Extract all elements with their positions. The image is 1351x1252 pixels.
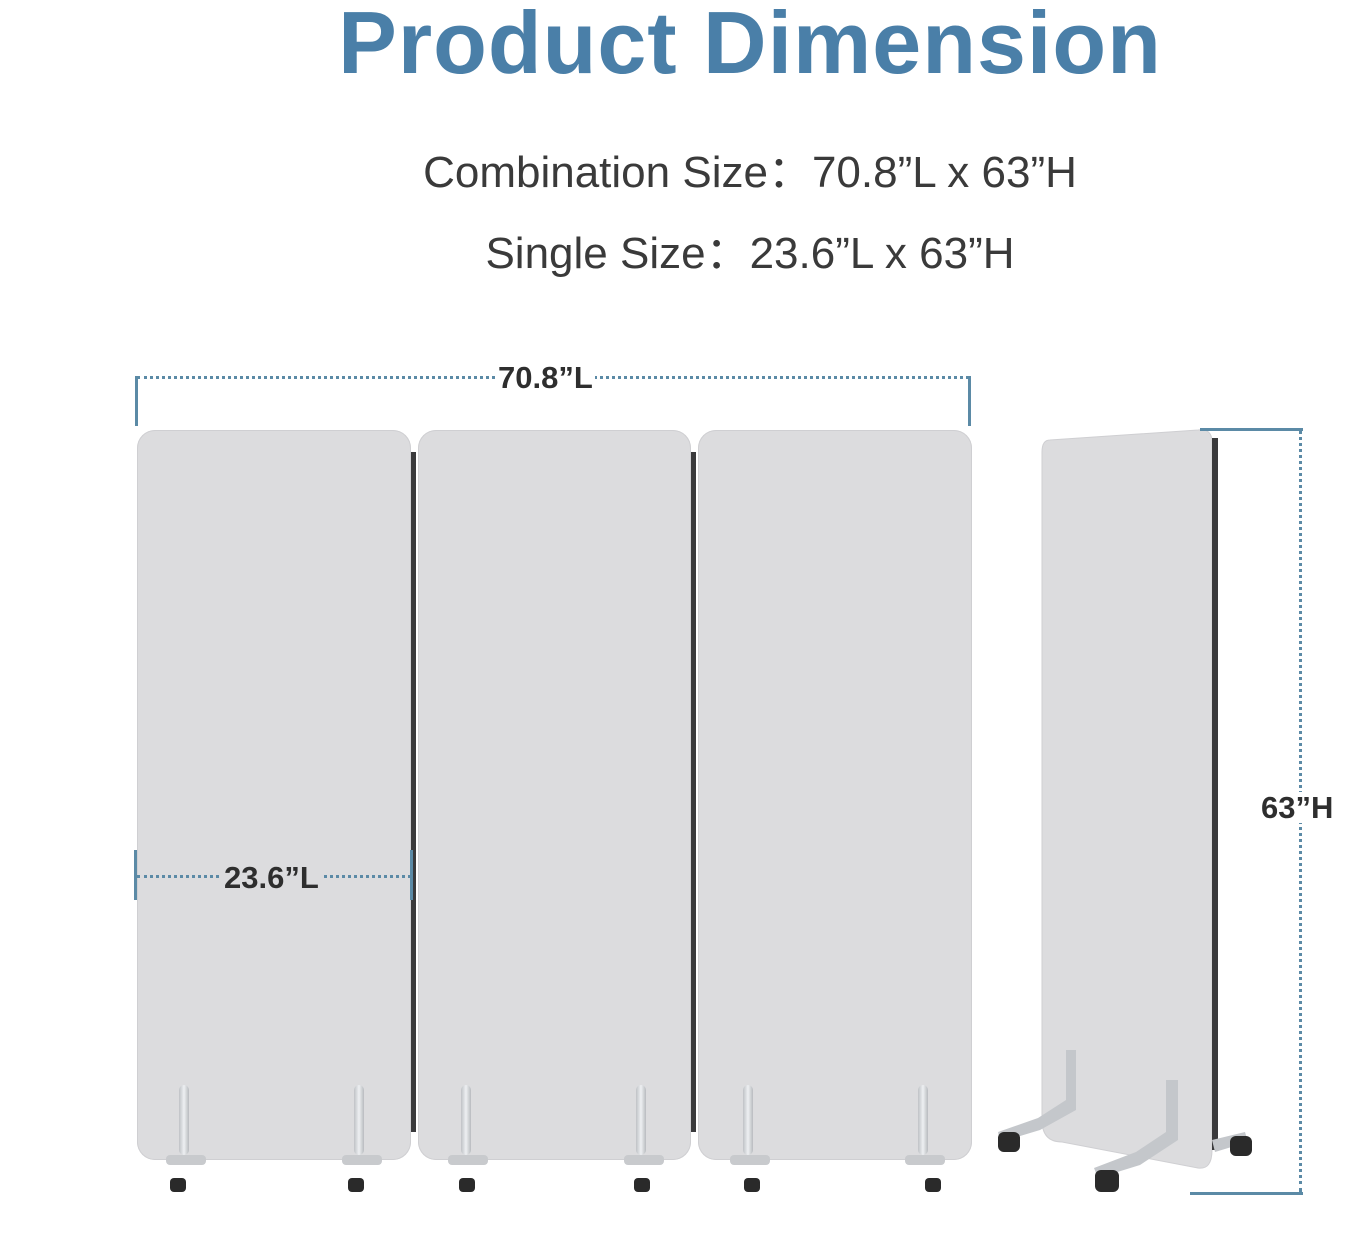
single-tick-right <box>410 850 413 900</box>
hinge-1 <box>411 452 416 1132</box>
single-panel-edge <box>1212 438 1218 1150</box>
caster-wheel <box>998 1132 1020 1152</box>
foot <box>905 1155 945 1165</box>
length-tick-right <box>968 376 971 426</box>
caster-wheel <box>459 1178 475 1192</box>
leg <box>743 1085 753 1155</box>
leg <box>636 1085 646 1155</box>
foot <box>166 1155 206 1165</box>
divider-panel-3 <box>698 430 972 1160</box>
total-length-label: 70.8”L <box>496 360 595 395</box>
single-panel-face <box>1041 429 1213 1169</box>
caster-wheel <box>1230 1136 1252 1156</box>
foot <box>730 1155 770 1165</box>
foot <box>448 1155 488 1165</box>
leg <box>354 1085 364 1155</box>
divider-panel-1 <box>137 430 411 1160</box>
caster-wheel <box>744 1178 760 1192</box>
foot <box>624 1155 664 1165</box>
caster-wheel <box>348 1178 364 1192</box>
hinge-2 <box>691 452 696 1132</box>
single-panel-side-view <box>998 429 1252 1192</box>
single-length-label: 23.6”L <box>222 860 321 895</box>
leg <box>918 1085 928 1155</box>
leg <box>179 1085 189 1155</box>
caster-wheel <box>925 1178 941 1192</box>
side-leg-front <box>1094 1080 1178 1178</box>
caster-wheel <box>1095 1170 1119 1192</box>
height-label: 63”H <box>1259 790 1336 825</box>
caster-wheel <box>170 1178 186 1192</box>
single-size-text: Single Size：23.6”L x 63”H <box>485 229 1015 278</box>
divider-panel-2 <box>418 430 691 1160</box>
caster-wheel <box>634 1178 650 1192</box>
single-tick-left <box>134 850 137 900</box>
page-title: Product Dimension <box>338 0 1162 92</box>
combination-size-text: Combination Size：70.8”L x 63”H <box>423 148 1077 197</box>
leg <box>461 1085 471 1155</box>
foot <box>342 1155 382 1165</box>
side-leg-back <box>998 1050 1076 1142</box>
height-tick-bottom <box>1190 1192 1303 1195</box>
height-tick-top <box>1200 428 1303 431</box>
length-tick-left <box>135 376 138 426</box>
